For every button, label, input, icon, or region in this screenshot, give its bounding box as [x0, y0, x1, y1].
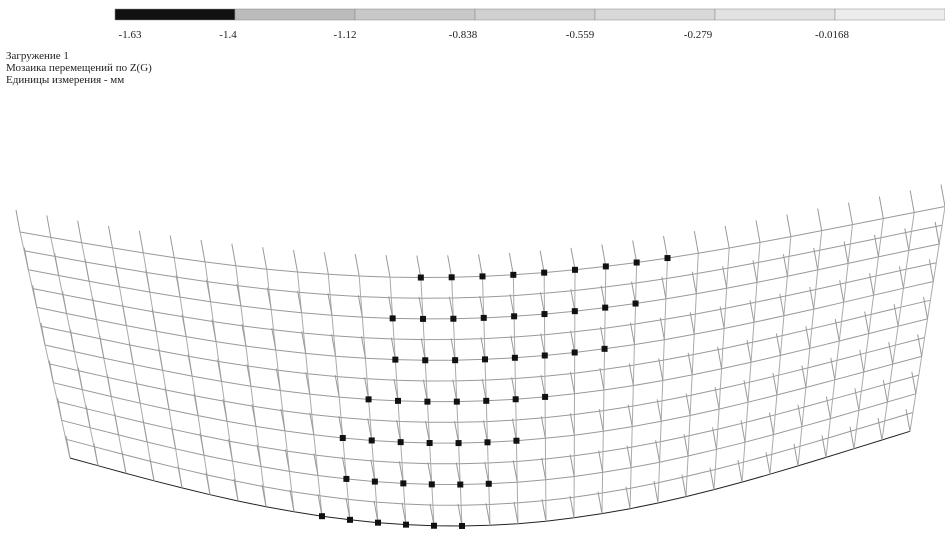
node-marker	[513, 396, 519, 402]
scale-label: -0.838	[449, 29, 478, 41]
scale-segment	[715, 9, 835, 20]
node-marker	[372, 479, 378, 485]
scale-label: -0.559	[566, 29, 595, 41]
node-marker	[347, 517, 353, 523]
viewport: -1.63-1.4-1.12-0.838-0.559-0.279-0.0168 …	[0, 0, 945, 535]
scale-label: -1.63	[119, 29, 142, 41]
info-line: Загружение 1	[6, 50, 69, 62]
node-marker	[450, 316, 456, 322]
scale-segment	[475, 9, 595, 20]
node-marker	[542, 352, 548, 358]
node-marker	[390, 315, 396, 321]
scale-segment	[835, 9, 945, 20]
node-marker	[572, 308, 578, 314]
node-marker	[541, 270, 547, 276]
node-marker	[512, 355, 518, 361]
node-marker	[319, 513, 325, 519]
node-marker	[603, 263, 609, 269]
node-marker	[485, 439, 491, 445]
info-line: Единицы измерения - мм	[6, 74, 124, 86]
node-marker	[602, 346, 608, 352]
node-marker	[375, 520, 381, 526]
node-marker	[343, 476, 349, 482]
scale-label: -0.0168	[815, 29, 849, 41]
node-marker	[483, 398, 489, 404]
node-marker	[510, 272, 516, 278]
node-marker	[398, 439, 404, 445]
node-marker	[340, 435, 346, 441]
node-marker	[424, 399, 430, 405]
node-marker	[403, 522, 409, 528]
node-marker	[418, 275, 424, 281]
node-marker	[511, 313, 517, 319]
node-marker	[633, 301, 639, 307]
node-marker	[454, 399, 460, 405]
node-marker	[457, 482, 463, 488]
node-marker	[452, 357, 458, 363]
node-marker	[420, 316, 426, 322]
node-marker	[366, 396, 372, 402]
node-marker	[541, 311, 547, 317]
node-marker	[572, 349, 578, 355]
node-marker	[429, 481, 435, 487]
node-marker	[431, 523, 437, 529]
scale-label: -0.279	[684, 29, 713, 41]
node-marker	[513, 438, 519, 444]
scale-segment	[355, 9, 475, 20]
node-marker	[369, 437, 375, 443]
scale-label: -1.12	[334, 29, 357, 41]
node-marker	[459, 523, 465, 529]
node-marker	[456, 440, 462, 446]
node-marker	[486, 481, 492, 487]
node-marker	[542, 394, 548, 400]
node-marker	[665, 255, 671, 261]
node-marker	[634, 259, 640, 265]
scale-segment	[595, 9, 715, 20]
node-marker	[395, 398, 401, 404]
node-marker	[422, 357, 428, 363]
scale-label: -1.4	[219, 29, 237, 41]
node-marker	[482, 356, 488, 362]
node-marker	[427, 440, 433, 446]
background	[0, 0, 945, 535]
node-marker	[602, 305, 608, 311]
info-line: Мозаика перемещений по Z(G)	[6, 62, 152, 74]
node-marker	[400, 480, 406, 486]
node-marker	[480, 273, 486, 279]
node-marker	[481, 315, 487, 321]
node-marker	[449, 274, 455, 280]
node-marker	[392, 357, 398, 363]
node-marker	[572, 267, 578, 273]
scale-segment	[235, 9, 355, 20]
scale-segment	[115, 9, 235, 20]
